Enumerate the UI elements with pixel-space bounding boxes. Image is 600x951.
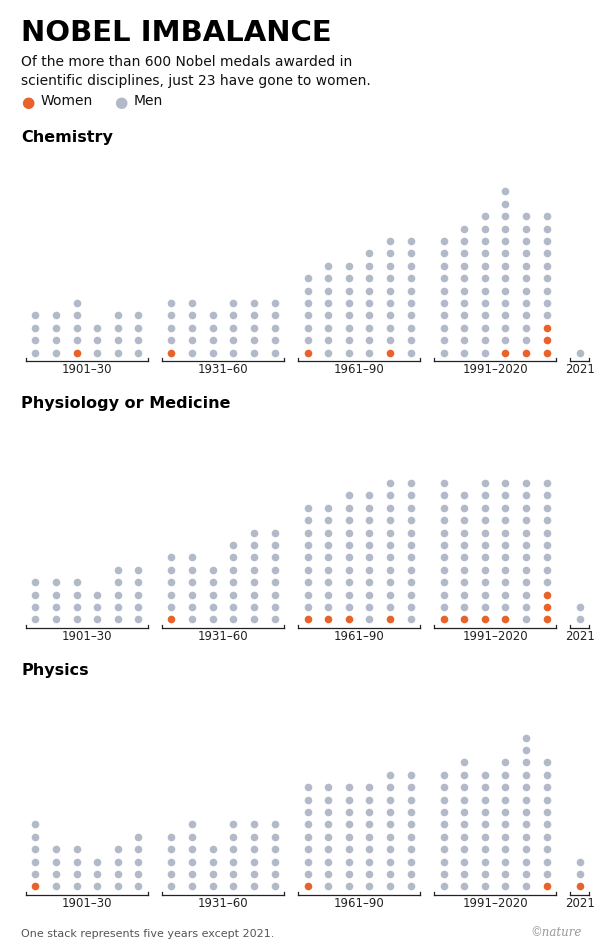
Text: 1931–60: 1931–60 [197, 363, 248, 376]
Text: Physiology or Medicine: Physiology or Medicine [21, 397, 230, 412]
Text: 2021: 2021 [565, 630, 595, 643]
Text: 1991–2020: 1991–2020 [462, 363, 528, 376]
Text: 1991–2020: 1991–2020 [462, 897, 528, 910]
Text: Of the more than 600 Nobel medals awarded in
scientific disciplines, just 23 hav: Of the more than 600 Nobel medals awarde… [21, 55, 371, 87]
Text: 1901–30: 1901–30 [62, 630, 112, 643]
Text: One stack represents five years except 2021.: One stack represents five years except 2… [21, 928, 274, 939]
Text: Women: Women [41, 94, 93, 108]
Text: Physics: Physics [21, 664, 89, 678]
Text: 1931–60: 1931–60 [197, 897, 248, 910]
Text: 1931–60: 1931–60 [197, 630, 248, 643]
Text: 1991–2020: 1991–2020 [462, 630, 528, 643]
Text: Chemistry: Chemistry [21, 129, 113, 145]
Text: 1961–90: 1961–90 [334, 630, 385, 643]
Text: 1961–90: 1961–90 [334, 897, 385, 910]
Text: 1961–90: 1961–90 [334, 363, 385, 376]
Text: ●: ● [114, 95, 127, 110]
Text: Men: Men [134, 94, 163, 108]
Text: NOBEL IMBALANCE: NOBEL IMBALANCE [21, 19, 332, 47]
Text: 1901–30: 1901–30 [62, 363, 112, 376]
Text: 2021: 2021 [565, 363, 595, 376]
Text: 2021: 2021 [565, 897, 595, 910]
Text: 1901–30: 1901–30 [62, 897, 112, 910]
Text: ©nature: ©nature [530, 925, 582, 939]
Text: ●: ● [21, 95, 34, 110]
